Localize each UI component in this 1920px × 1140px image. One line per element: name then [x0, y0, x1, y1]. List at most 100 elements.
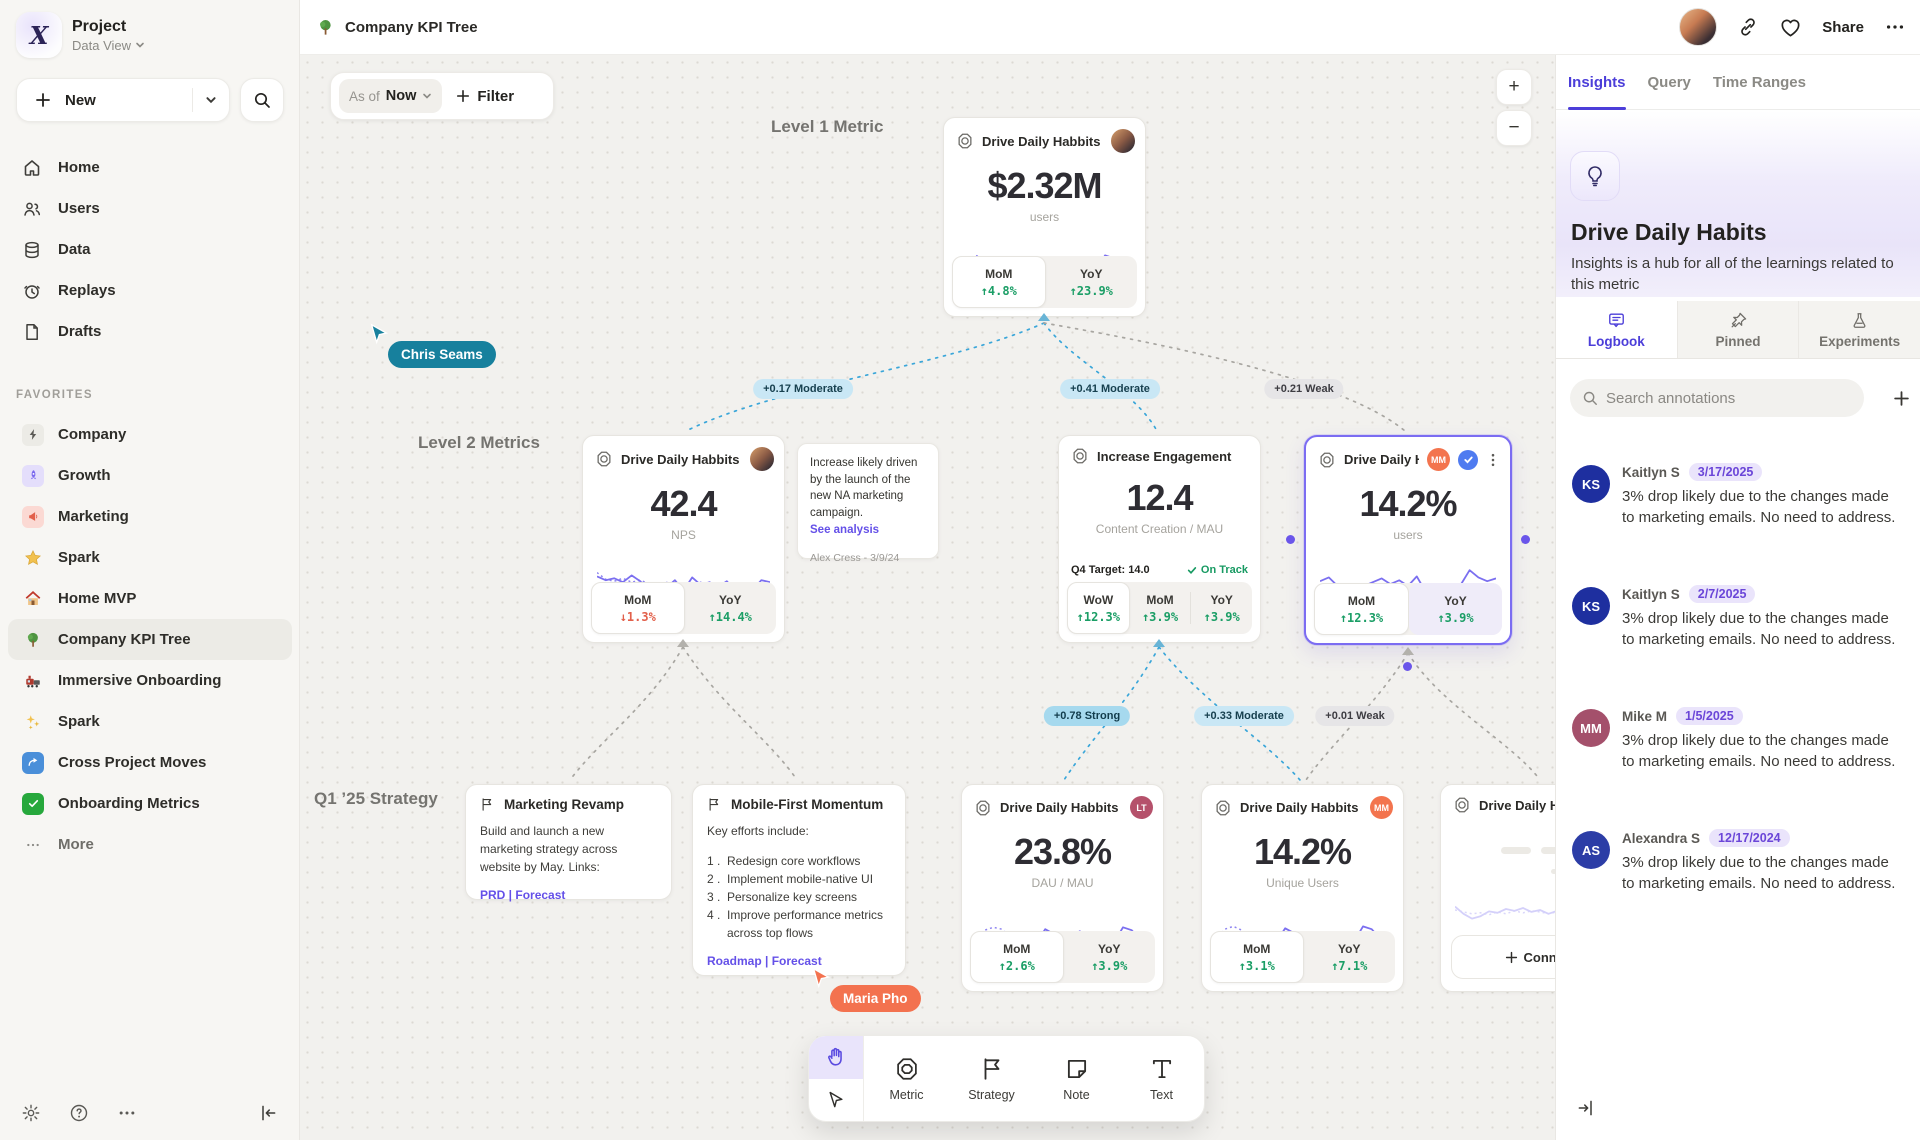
project-switcher[interactable]: X Project Data View [16, 12, 145, 58]
sidebar-item-company[interactable]: Company [8, 414, 292, 455]
edge-label: +0.33 Moderate [1194, 706, 1294, 726]
metric-card-nps[interactable]: Drive Daily Habbits 42.4 NPS MoM ↓1.3% Y… [582, 435, 785, 643]
check-icon [1187, 567, 1197, 574]
see-analysis-link[interactable]: See analysis [810, 523, 880, 536]
metric-value: 12.4 [1126, 477, 1193, 518]
sidebar-item-spark-2[interactable]: Spark [8, 701, 292, 742]
settings-button[interactable] [16, 1098, 46, 1128]
text-tool-button[interactable]: Text [1119, 1036, 1204, 1121]
annotation-search[interactable] [1570, 379, 1864, 417]
card-menu-icon[interactable] [1486, 452, 1500, 468]
selection-handle[interactable] [1521, 535, 1530, 544]
stat-mom: MoM ↑3.9% [1141, 592, 1179, 624]
collapse-triangle[interactable] [1038, 313, 1050, 321]
help-button[interactable] [64, 1098, 94, 1128]
sidebar-item-marketing[interactable]: Marketing [8, 496, 292, 537]
strategy-tool-button[interactable]: Strategy [949, 1036, 1034, 1121]
replay-clock-icon [24, 284, 40, 299]
annotation-author: Kaitlyn S [1622, 464, 1680, 480]
copy-link-icon[interactable] [1737, 16, 1759, 38]
collapse-triangle[interactable] [1402, 647, 1414, 655]
metric-value: 14.2% [1253, 831, 1352, 872]
edge-label: +0.41 Moderate [1060, 379, 1160, 399]
strategy-card-marketing-revamp[interactable]: Marketing Revamp Build and launch a new … [465, 784, 672, 902]
sidebar-item-home-mvp[interactable]: Home MVP [8, 578, 292, 619]
edge-label: +0.78 Strong [1043, 706, 1131, 726]
annotation-item[interactable]: KS Kaitlyn S 3/17/2025 3% drop likely du… [1572, 463, 1907, 529]
plus-icon [1893, 390, 1909, 406]
tab-query[interactable]: Query [1647, 73, 1691, 91]
sidebar-item-onboarding-metrics[interactable]: Onboarding Metrics [8, 783, 292, 824]
add-annotation-button[interactable] [1888, 385, 1914, 411]
note-tool-button[interactable]: Note [1034, 1036, 1119, 1121]
stat-mom: MoM ↑3.1% [1210, 931, 1304, 983]
collapse-sidebar-button[interactable] [253, 1098, 283, 1128]
sidebar-item-immersive-onboarding[interactable]: Immersive Onboarding [8, 660, 292, 701]
collaborator-badge: LT [1130, 796, 1153, 819]
metric-card-selected[interactable]: Drive Daily Habb.. MM 14.2% users MoM ↑1… [1304, 435, 1512, 645]
tab-logbook[interactable]: Logbook [1556, 301, 1677, 358]
sidebar-item-more[interactable]: More [8, 824, 292, 865]
selection-handle[interactable] [1403, 662, 1412, 671]
sidebar-item-replays[interactable]: Replays [8, 270, 292, 311]
strategy-links[interactable]: Roadmap | Forecast [707, 954, 822, 968]
tab-pinned[interactable]: Pinned [1676, 301, 1799, 358]
tab-time-ranges[interactable]: Time Ranges [1712, 73, 1806, 91]
sidebar-item-company-kpi-tree[interactable]: Company KPI Tree [8, 619, 292, 660]
search-button[interactable] [240, 78, 284, 122]
metric-card-unique-users[interactable]: Drive Daily Habbits MM 14.2% Unique User… [1201, 784, 1404, 992]
metric-card-dau-mau[interactable]: Drive Daily Habbits LT 23.8% DAU / MAU M… [961, 784, 1164, 992]
share-button[interactable]: Share [1822, 18, 1864, 36]
kpi-tree-canvas[interactable]: As of Now Filter + − Level 1 Metric Leve… [300, 55, 1555, 1140]
collaborator-cursor-chris: Chris Seams [368, 323, 496, 368]
collapse-triangle[interactable] [1153, 639, 1165, 647]
filter-button[interactable]: Filter [456, 88, 514, 105]
cursor-icon [829, 1091, 843, 1108]
annotation-item[interactable]: MM Mike M 1/5/2025 3% drop likely due to… [1572, 707, 1907, 773]
collapse-triangle[interactable] [677, 639, 689, 647]
hand-icon [828, 1048, 842, 1066]
zoom-out-button[interactable]: − [1496, 110, 1532, 146]
annotation-item[interactable]: KS Kaitlyn S 2/7/2025 3% drop likely due… [1572, 585, 1907, 651]
metric-title: Drive Daily Habb.. [1344, 452, 1419, 467]
metric-card-level1[interactable]: Drive Daily Habbits $2.32M users MoM ↑4.… [943, 117, 1146, 317]
sidebar-item-drafts[interactable]: Drafts [8, 311, 292, 352]
new-button[interactable]: New [16, 78, 230, 122]
tab-experiments[interactable]: Experiments [1798, 301, 1920, 358]
annotation-item[interactable]: AS Alexandra S 12/17/2024 3% drop likely… [1572, 829, 1907, 895]
flask-icon [1853, 312, 1866, 328]
sidebar-item-cross-project-moves[interactable]: Cross Project Moves [8, 742, 292, 783]
note-author: Alex Cress - 3/9/24 [810, 552, 900, 565]
as-of-dropdown[interactable]: As of Now [339, 79, 443, 113]
more-options-button[interactable] [112, 1098, 142, 1128]
note-card[interactable]: Increase likely driven by the launch of … [797, 443, 939, 564]
search-annotations-input[interactable] [1606, 389, 1836, 407]
tab-insights[interactable]: Insights [1568, 55, 1626, 110]
selection-handle[interactable] [1286, 535, 1295, 544]
sidebar-item-spark[interactable]: Spark [8, 537, 292, 578]
project-view-label: Data View [72, 37, 132, 53]
metric-tool-icon [896, 1057, 917, 1080]
sidebar-item-users[interactable]: Users [8, 188, 292, 229]
lightning-icon [22, 423, 44, 446]
connect-button[interactable]: Connect [1451, 935, 1555, 979]
new-dropdown-button[interactable] [193, 94, 229, 106]
divider [192, 88, 193, 112]
strategy-card-mobile-first[interactable]: Mobile-First Momentum Key efforts includ… [692, 784, 906, 976]
metric-tool-button[interactable]: Metric [864, 1036, 949, 1121]
favorite-heart-icon[interactable] [1779, 16, 1802, 39]
user-avatar[interactable] [1679, 8, 1718, 46]
metric-card-ghost[interactable]: Drive Daily Habbits Connect [1440, 784, 1555, 992]
zoom-in-button[interactable]: + [1496, 69, 1532, 105]
stat-yoy: YoY ↑3.9% [1409, 583, 1502, 635]
collapse-panel-button[interactable] [1572, 1094, 1600, 1122]
metric-card-engagement[interactable]: Increase Engagement 12.4 Content Creatio… [1058, 435, 1261, 643]
select-tool-button[interactable] [809, 1079, 863, 1122]
sidebar-item-growth[interactable]: Growth [8, 455, 292, 496]
hand-tool-button[interactable] [809, 1036, 863, 1079]
sidebar-item-home[interactable]: Home [8, 147, 292, 188]
sidebar-item-data[interactable]: Data [8, 229, 292, 270]
pin-icon [1731, 312, 1746, 327]
more-menu-icon[interactable] [1884, 16, 1906, 38]
strategy-links[interactable]: PRD | Forecast [480, 888, 566, 902]
